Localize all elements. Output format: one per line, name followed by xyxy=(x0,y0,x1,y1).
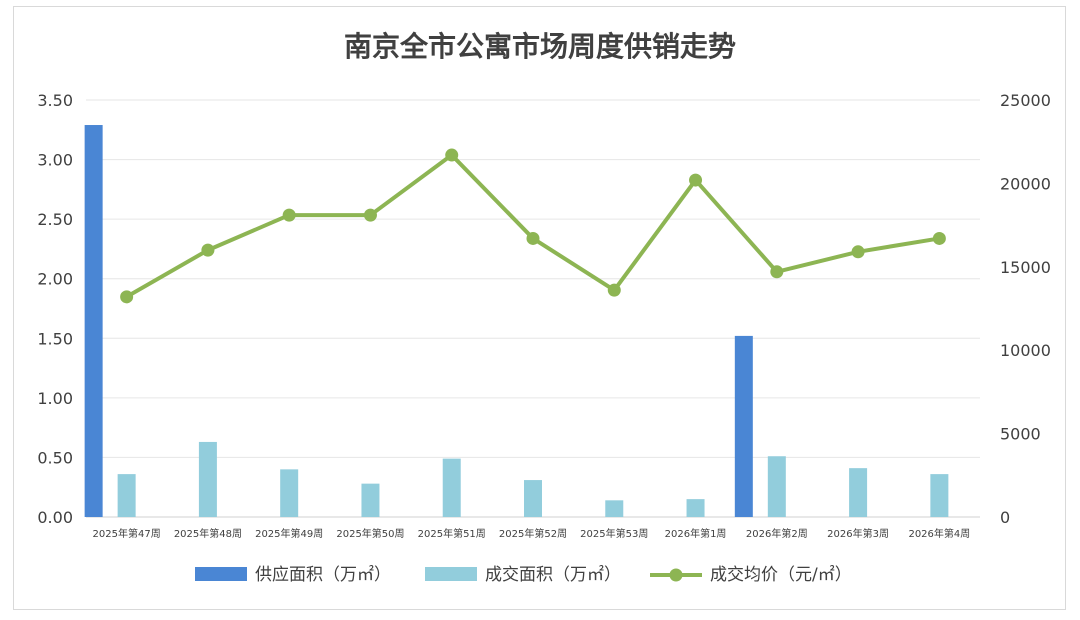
y-left-tick-label: 2.50 xyxy=(37,210,73,229)
price-point xyxy=(770,265,784,279)
x-tick-label: 2025年第48周 xyxy=(174,527,242,540)
y-right-tick-label: 20000 xyxy=(1000,174,1051,193)
y-left-tick-label: 1.50 xyxy=(37,329,73,348)
gridlines xyxy=(86,99,980,518)
y-axis-right: 0 5000 10000 15000 20000 25000 xyxy=(1000,91,1051,527)
supply-bar xyxy=(734,335,753,517)
deal-bar xyxy=(767,456,786,517)
price-point xyxy=(445,148,459,162)
x-tick-label: 2026年第1周 xyxy=(665,527,727,540)
price-point xyxy=(282,208,296,222)
y-left-tick-label: 3.00 xyxy=(37,151,73,170)
legend-swatch-price-point xyxy=(669,568,683,582)
x-tick-label: 2025年第51周 xyxy=(418,527,486,540)
y-right-tick-label: 25000 xyxy=(1000,91,1051,110)
deal-bar xyxy=(930,474,949,517)
price-point xyxy=(201,243,215,257)
deal-bar xyxy=(280,469,299,517)
y-right-tick-label: 10000 xyxy=(1000,341,1051,360)
deal-bar xyxy=(686,499,705,517)
x-tick-label: 2025年第49周 xyxy=(255,527,323,540)
x-tick-label: 2025年第53周 xyxy=(580,527,648,540)
deal-bar xyxy=(849,468,868,517)
deal-bar xyxy=(361,483,380,517)
x-tick-label: 2026年第4周 xyxy=(908,527,970,540)
deal-bar xyxy=(198,441,217,517)
deal-bar xyxy=(605,500,624,517)
x-axis: 2025年第47周 2025年第48周 2025年第49周 2025年第50周 2025… xyxy=(93,527,971,540)
legend: 供应面积（万㎡） 成交面积（万㎡） 成交均价（元/㎡） xyxy=(195,565,852,585)
legend-swatch-deal xyxy=(425,567,477,581)
y-right-tick-label: 0 xyxy=(1000,508,1010,527)
price-point xyxy=(851,245,865,259)
deal-bar xyxy=(117,474,136,517)
price-point xyxy=(932,231,946,245)
price-point xyxy=(526,231,540,245)
y-left-tick-label: 0.00 xyxy=(37,508,73,527)
deal-bar xyxy=(524,480,542,517)
y-left-tick-label: 3.50 xyxy=(37,91,73,110)
y-axis-left: 0.00 0.50 1.00 1.50 2.00 2.50 3.00 3.50 xyxy=(37,91,73,527)
legend-label-price: 成交均价（元/㎡） xyxy=(710,565,852,585)
price-point xyxy=(120,290,134,304)
legend-label-deal: 成交面积（万㎡） xyxy=(485,565,621,585)
price-line-path xyxy=(125,153,940,299)
legend-swatch-supply xyxy=(195,567,247,581)
price-point xyxy=(363,208,377,222)
x-tick-label: 2025年第50周 xyxy=(336,527,404,540)
x-tick-label: 2026年第3周 xyxy=(827,527,889,540)
x-tick-label: 2025年第52周 xyxy=(499,527,567,540)
x-tick-label: 2026年第2周 xyxy=(746,527,808,540)
chart-title: 南京全市公寓市场周度供销走势 xyxy=(344,30,736,63)
y-left-tick-label: 0.50 xyxy=(37,448,73,467)
legend-label-supply: 供应面积（万㎡） xyxy=(255,565,391,585)
bars xyxy=(84,125,949,518)
price-point xyxy=(689,173,703,187)
price-line xyxy=(120,148,946,304)
price-point xyxy=(607,283,621,297)
y-left-tick-label: 1.00 xyxy=(37,389,73,408)
y-left-tick-label: 2.00 xyxy=(37,270,73,289)
deal-bar xyxy=(442,458,461,517)
y-right-tick-label: 5000 xyxy=(1000,425,1041,444)
supply-bar xyxy=(84,125,103,518)
y-right-tick-label: 15000 xyxy=(1000,258,1051,277)
x-tick-label: 2025年第47周 xyxy=(93,527,161,540)
